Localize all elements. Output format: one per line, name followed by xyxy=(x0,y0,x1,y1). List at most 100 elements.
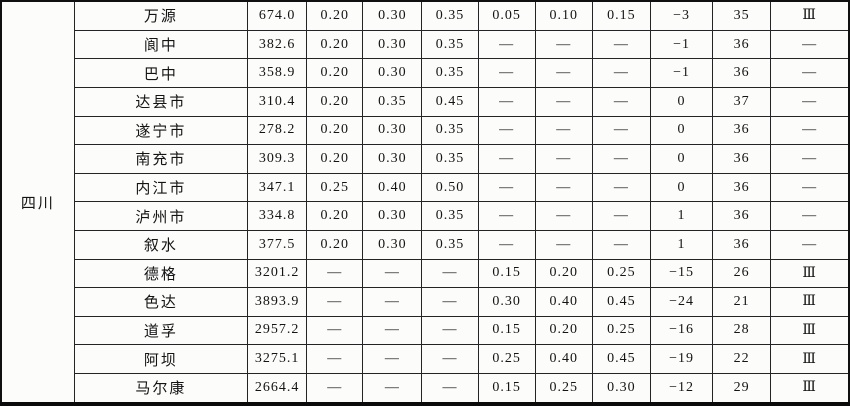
data-cell: −15 xyxy=(649,258,714,289)
data-cell: 0.30 xyxy=(362,58,423,88)
data-cell: 2664.4 xyxy=(247,372,308,405)
data-cell: 0.30 xyxy=(362,0,423,31)
data-cell: 0.40 xyxy=(362,172,423,203)
city-name-cell: 巴中 xyxy=(73,58,249,88)
data-cell: −1 xyxy=(649,58,714,88)
data-cell: — xyxy=(306,315,364,346)
data-cell: 36 xyxy=(712,172,772,203)
data-cell: — xyxy=(770,201,850,231)
data-cell: 2957.2 xyxy=(247,315,308,346)
data-cell: 310.4 xyxy=(247,86,308,117)
table-row: 阆中 382.6 0.20 0.30 0.35— — — −1 36— xyxy=(1,29,850,60)
data-cell: −24 xyxy=(649,287,714,317)
table-row: 色达 3893.9— — —0.30 0.40 0.45 −24 21 Ⅲ xyxy=(1,287,850,317)
data-cell: 0.20 xyxy=(306,115,364,146)
data-cell: — xyxy=(534,29,593,60)
data-cell: — xyxy=(534,201,593,231)
data-cell: — xyxy=(770,144,850,174)
data-cell: −1 xyxy=(649,29,714,60)
data-cell: 0.40 xyxy=(534,287,593,317)
data-cell: 0.10 xyxy=(534,0,593,31)
data-cell: — xyxy=(421,344,479,374)
data-cell: — xyxy=(770,29,850,60)
data-cell: 0.35 xyxy=(421,58,479,88)
data-cell: 0.20 xyxy=(306,229,364,260)
data-cell: 3201.2 xyxy=(247,258,308,289)
data-cell: 0.20 xyxy=(534,315,593,346)
city-name-cell: 叙水 xyxy=(73,229,249,260)
data-cell: 36 xyxy=(712,29,772,60)
data-cell: 0.35 xyxy=(421,0,479,31)
data-cell: 0.30 xyxy=(362,201,423,231)
data-cell: 0.25 xyxy=(591,258,651,289)
data-cell: — xyxy=(770,229,850,260)
data-cell: Ⅲ xyxy=(770,0,850,31)
data-cell: — xyxy=(534,172,593,203)
data-cell: — xyxy=(477,229,536,260)
data-cell: 334.8 xyxy=(247,201,308,231)
data-cell: — xyxy=(591,115,651,146)
city-name-cell: 色达 xyxy=(73,287,249,317)
data-cell: 0.20 xyxy=(306,0,364,31)
data-cell: 0.30 xyxy=(362,144,423,174)
data-cell: — xyxy=(534,58,593,88)
city-name-cell: 内江市 xyxy=(73,172,249,203)
data-cell: 0.15 xyxy=(477,258,536,289)
data-cell: — xyxy=(534,229,593,260)
data-cell: — xyxy=(591,229,651,260)
data-cell: — xyxy=(534,86,593,117)
data-cell: Ⅲ xyxy=(770,287,850,317)
data-cell: 1 xyxy=(649,201,714,231)
data-cell: 0.45 xyxy=(591,344,651,374)
data-cell: 0.25 xyxy=(306,172,364,203)
data-cell: — xyxy=(421,372,479,405)
data-cell: 0.35 xyxy=(421,115,479,146)
data-cell: 36 xyxy=(712,144,772,174)
city-name-cell: 万源 xyxy=(73,0,249,31)
data-cell: 0.25 xyxy=(591,315,651,346)
data-cell: 0 xyxy=(649,86,714,117)
data-cell: 0.30 xyxy=(477,287,536,317)
data-cell: — xyxy=(477,144,536,174)
data-cell: 0.20 xyxy=(306,58,364,88)
table-row: 阿坝 3275.1— — —0.25 0.40 0.45 −19 22 Ⅲ xyxy=(1,344,850,374)
city-name-cell: 遂宁市 xyxy=(73,115,249,146)
data-cell: 278.2 xyxy=(247,115,308,146)
data-cell: — xyxy=(421,287,479,317)
data-cell: −16 xyxy=(649,315,714,346)
data-cell: — xyxy=(477,172,536,203)
data-cell: 35 xyxy=(712,0,772,31)
data-cell: 1 xyxy=(649,229,714,260)
data-cell: — xyxy=(477,29,536,60)
data-cell: 37 xyxy=(712,86,772,117)
data-cell: — xyxy=(591,29,651,60)
table-row: 马尔康 2664.4— — —0.15 0.25 0.30 −12 29 Ⅲ xyxy=(1,372,850,405)
data-cell: — xyxy=(770,58,850,88)
data-cell: 0.40 xyxy=(534,344,593,374)
data-cell: 0.30 xyxy=(362,29,423,60)
table-row: 德格 3201.2— — —0.15 0.20 0.25 −15 26 Ⅲ xyxy=(1,258,850,289)
data-cell: 0.35 xyxy=(421,144,479,174)
data-cell: 0.35 xyxy=(421,201,479,231)
city-name-cell: 泸州市 xyxy=(73,201,249,231)
table-row: 巴中 358.9 0.20 0.30 0.35— — — −1 36— xyxy=(1,58,850,88)
data-cell: 382.6 xyxy=(247,29,308,60)
data-cell: Ⅲ xyxy=(770,315,850,346)
data-cell: 0.45 xyxy=(591,287,651,317)
data-cell: — xyxy=(770,86,850,117)
data-cell: 28 xyxy=(712,315,772,346)
data-cell: — xyxy=(770,172,850,203)
data-cell: 26 xyxy=(712,258,772,289)
data-cell: 0.15 xyxy=(477,372,536,405)
data-cell: −12 xyxy=(649,372,714,405)
data-cell: 674.0 xyxy=(247,0,308,31)
data-cell: — xyxy=(306,258,364,289)
data-cell: 0.35 xyxy=(362,86,423,117)
data-cell: — xyxy=(362,344,423,374)
city-name-cell: 阿坝 xyxy=(73,344,249,374)
data-cell: 358.9 xyxy=(247,58,308,88)
data-cell: — xyxy=(421,315,479,346)
city-name-cell: 马尔康 xyxy=(73,372,249,405)
